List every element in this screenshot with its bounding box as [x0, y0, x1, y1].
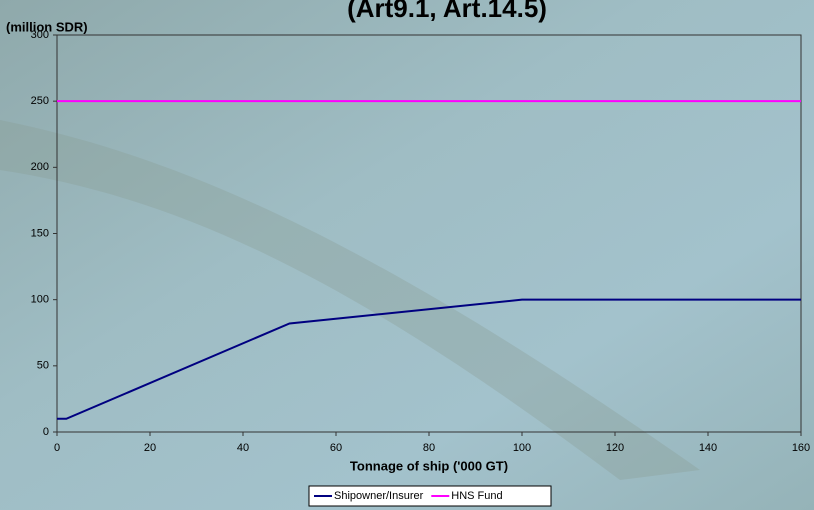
y-tick-label: 150 [31, 227, 49, 239]
x-tick-label: 160 [792, 442, 810, 454]
x-axis-label: Tonnage of ship ('000 GT) [350, 458, 508, 473]
chart: (Art9.1, Art.14.5) (million SDR) Tonnage… [0, 0, 814, 510]
y-tick-label: 200 [31, 161, 49, 173]
y-tick-label: 50 [37, 360, 49, 372]
x-tick-label: 60 [330, 442, 342, 454]
legend: Shipowner/Insurer HNS Fund [309, 486, 551, 506]
legend-label: Shipowner/Insurer [334, 490, 424, 502]
y-tick-label: 100 [31, 294, 49, 306]
y-tick-label: 0 [43, 426, 49, 438]
legend-label: HNS Fund [451, 490, 502, 502]
background [0, 0, 814, 510]
x-tick-label: 120 [606, 442, 624, 454]
x-tick-label: 40 [237, 442, 249, 454]
x-tick-label: 0 [54, 442, 60, 454]
x-tick-label: 80 [423, 442, 435, 454]
y-tick-label: 300 [31, 29, 49, 41]
chart-title: (Art9.1, Art.14.5) [347, 0, 547, 23]
x-tick-label: 100 [513, 442, 531, 454]
x-tick-label: 140 [699, 442, 717, 454]
y-tick-label: 250 [31, 95, 49, 107]
x-tick-label: 20 [144, 442, 156, 454]
